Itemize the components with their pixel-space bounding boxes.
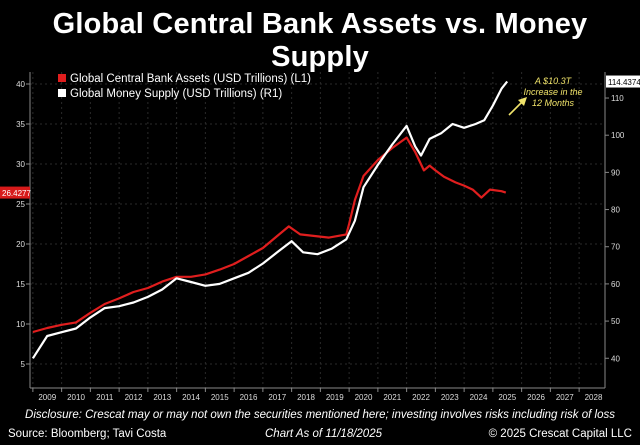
series-line-2: [31, 80, 509, 359]
series-line-1: [32, 136, 507, 334]
right-axis: 40 50 60 70 80 90 100 110: [604, 72, 625, 388]
x-tick-label: 2019: [326, 393, 344, 402]
x-tick-label: 2009: [38, 393, 56, 402]
x-tick-label: 2010: [67, 393, 85, 402]
annotation-line-3: 12 Months: [532, 98, 575, 108]
right-tick-label: 110: [611, 94, 624, 103]
source-text: Source: Bloomberg; Tavi Costa: [8, 428, 167, 440]
left-tick-label: 15: [16, 280, 25, 289]
right-end-label: 114.4374: [608, 78, 640, 87]
left-end-label: 26.4277: [2, 189, 31, 198]
x-tick-label: 2014: [182, 393, 200, 402]
disclosure-text: Disclosure: Crescat may or may not own t…: [25, 409, 615, 421]
x-tick-label: 2017: [268, 393, 286, 402]
x-tick-label: 2025: [498, 393, 516, 402]
right-tick-label: 40: [611, 354, 620, 363]
left-end-label-box: [0, 186, 30, 199]
left-tick-label: 5: [21, 360, 26, 369]
x-tick-label: 2020: [355, 393, 373, 402]
x-tick-label: 2013: [153, 393, 171, 402]
left-tick-label: 40: [16, 80, 25, 89]
annotation-arrow-head: [518, 97, 527, 106]
annotation-line-2: Increase in the: [523, 87, 582, 97]
annotation-line-1: A $10.3T: [534, 76, 573, 86]
chart-legend: Global Central Bank Assets (USD Trillion…: [58, 73, 311, 100]
right-tick-label: 90: [611, 168, 620, 177]
x-tick-label: 2026: [527, 393, 545, 402]
legend-swatch-2: [58, 89, 66, 97]
right-tick-label: 70: [611, 243, 620, 252]
left-tick-label: 20: [16, 240, 25, 249]
right-end-label-box: [606, 75, 640, 88]
left-tick-label: 25: [16, 200, 25, 209]
x-tick-label: 2015: [211, 393, 229, 402]
copyright-text: © 2025 Crescat Capital LLC: [488, 428, 632, 440]
right-tick-label: 50: [611, 317, 620, 326]
footer: Source: Bloomberg; Tavi Costa Chart As o…: [0, 428, 640, 444]
x-tick-label: 2022: [412, 393, 430, 402]
legend-label-2: Global Money Supply (USD Trillions) (R1): [70, 88, 282, 100]
x-tick-label: 2024: [470, 393, 488, 402]
right-tick-label: 80: [611, 206, 620, 215]
as-of-date: Chart As of 11/18/2025: [265, 428, 382, 440]
right-tick-label: 60: [611, 280, 620, 289]
chart-title: Global Central Bank Assets vs. Money Sup…: [52, 8, 588, 73]
legend-label-1: Global Central Bank Assets (USD Trillion…: [70, 73, 311, 85]
left-tick-label: 30: [16, 160, 25, 169]
series-layer: [31, 80, 509, 359]
x-tick-label: 2018: [297, 393, 315, 402]
legend-swatch-1: [58, 74, 66, 82]
x-tick-label: 2011: [96, 393, 114, 402]
end-value-labels: 26.4277 114.4374: [0, 75, 640, 199]
right-tick-label: 100: [611, 131, 625, 140]
x-tick-label: 2012: [125, 393, 143, 402]
left-axis: 5 10 15 20 25 30 35 40: [16, 72, 31, 388]
x-tick-label: 2023: [441, 393, 459, 402]
x-tick-label: 2028: [585, 393, 603, 402]
x-tick-label: 2027: [556, 393, 574, 402]
x-tick-label: 2016: [240, 393, 258, 402]
grid-lines: [30, 72, 605, 388]
left-tick-label: 10: [16, 320, 25, 329]
left-tick-label: 35: [16, 120, 25, 129]
x-tick-label: 2021: [383, 393, 401, 402]
x-axis: 2009 2010 2011 2012 2013 2014 2015 2016 2017 2018…: [30, 387, 605, 402]
